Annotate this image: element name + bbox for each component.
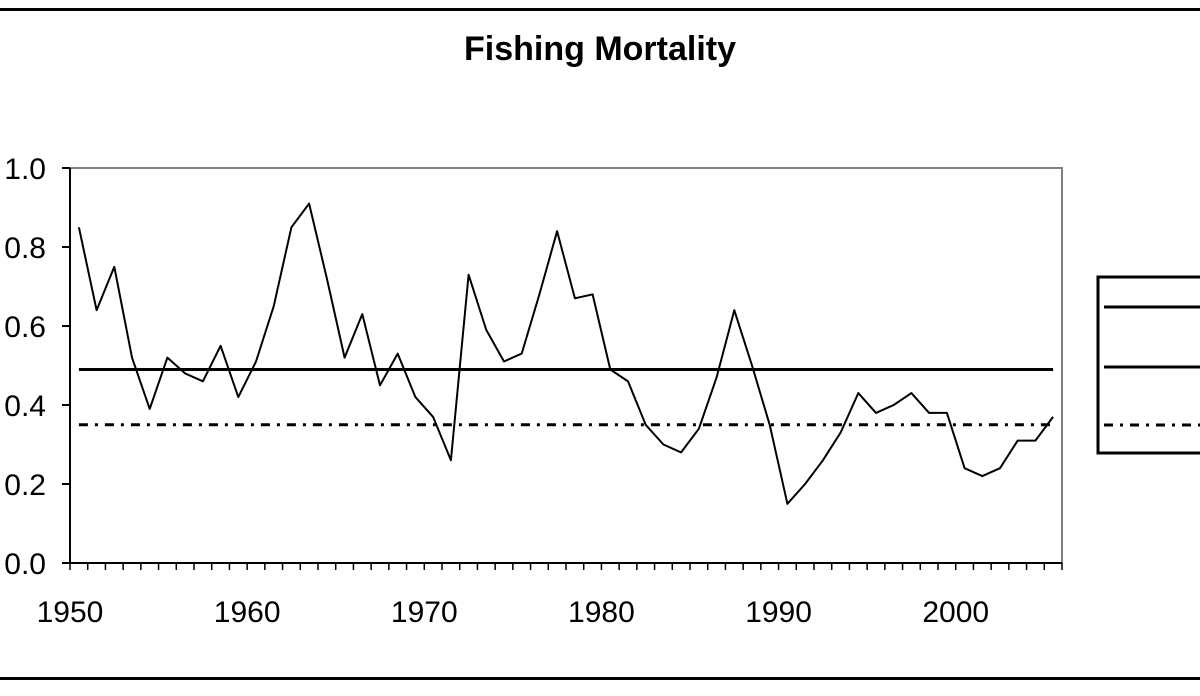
legend [1096,275,1200,455]
x-tick-label: 1970 [391,596,458,629]
legend-box [1096,275,1200,455]
series-layer [77,202,1054,505]
series-line-1 [77,202,1054,505]
chart-title: Fishing Mortality [464,30,736,68]
axes: 0.0 0.2 0.4 0.6 0.8 1.0 1950 1960 1970 1980 1990 20… [4,153,1063,629]
y-tick-label: 0.8 [4,232,46,265]
y-tick-label: 0.0 [4,548,46,581]
x-tick-label: 1950 [37,596,104,629]
y-tick-label: 0.6 [4,311,46,344]
x-tick-label: 1960 [214,596,281,629]
plot-area [69,167,1063,564]
y-tick-label: 0.4 [4,390,46,423]
y-tick-label: 1.0 [4,153,46,186]
x-tick-label: 1980 [568,596,635,629]
x-tick-label: 2000 [922,596,989,629]
y-tick-label: 0.2 [4,469,46,502]
x-tick-label: 1990 [745,596,812,629]
